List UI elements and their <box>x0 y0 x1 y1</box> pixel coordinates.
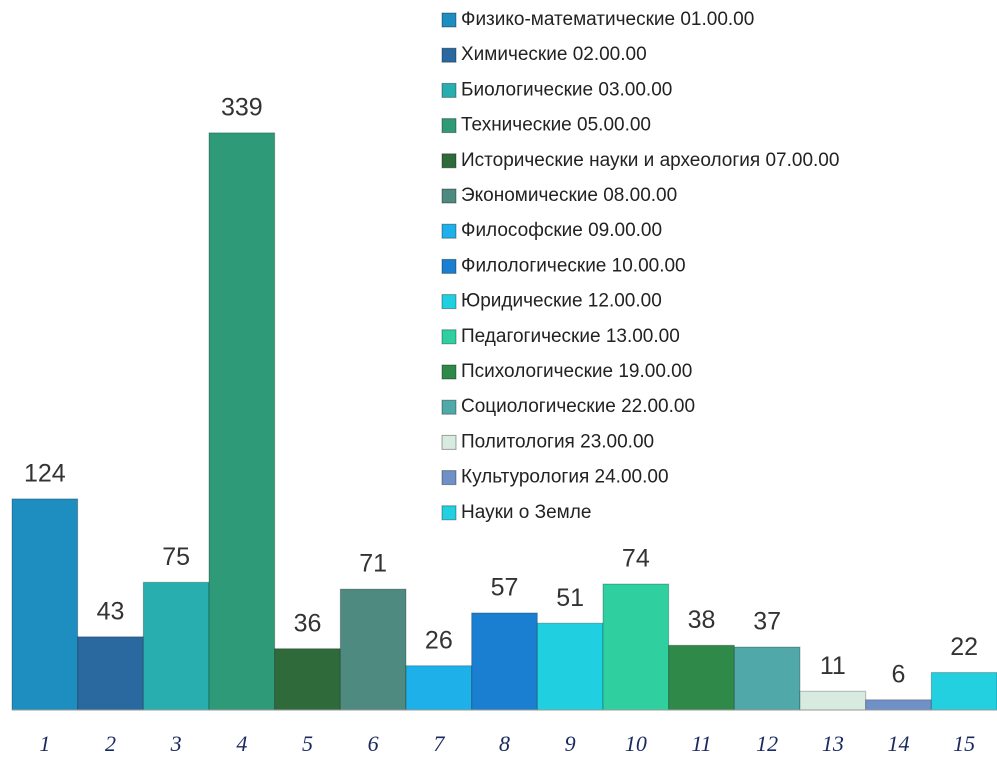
legend-label: Технические 05.00.00 <box>461 115 651 136</box>
value-label: 37 <box>753 608 781 636</box>
legend-swatch <box>441 364 457 380</box>
legend-label: Педагогические 13.00.00 <box>461 326 680 347</box>
value-label: 36 <box>294 609 322 637</box>
legend-swatch <box>441 47 457 63</box>
value-label: 339 <box>221 93 263 121</box>
x-tick-label: 7 <box>433 731 445 756</box>
legend-label: Биологические 03.00.00 <box>461 79 672 100</box>
x-tick-label: 14 <box>888 731 910 756</box>
x-tick-label: 11 <box>691 731 711 756</box>
x-tick-label: 9 <box>565 731 576 756</box>
x-tick-label: 10 <box>625 731 647 756</box>
legend-label: Экономические 08.00.00 <box>461 185 677 206</box>
value-label: 6 <box>892 660 906 688</box>
value-label: 124 <box>24 459 66 487</box>
legend-label: Юридические 12.00.00 <box>461 291 662 312</box>
legend-label: Исторические науки и археология 07.00.00 <box>461 150 839 171</box>
x-tick-label: 12 <box>756 731 778 756</box>
bar <box>602 583 670 711</box>
legend-swatch <box>441 12 457 28</box>
legend-swatch <box>441 153 457 169</box>
legend-swatch <box>441 223 457 239</box>
x-tick-label: 3 <box>170 731 182 756</box>
value-label: 51 <box>556 584 584 612</box>
value-label: 57 <box>491 574 519 602</box>
x-tick-label: 1 <box>39 731 50 756</box>
x-tick-label: 6 <box>368 731 379 756</box>
bar <box>865 699 932 711</box>
value-label: 75 <box>162 543 190 571</box>
value-label: 43 <box>97 597 125 625</box>
value-label: 71 <box>359 550 387 578</box>
legend-swatch <box>441 505 457 521</box>
bar <box>11 498 79 711</box>
legend-label: Филологические 10.00.00 <box>461 255 686 276</box>
bar <box>405 665 473 711</box>
legend-swatch <box>441 294 457 310</box>
legend-label: Психологические 19.00.00 <box>461 361 692 382</box>
value-label: 74 <box>622 545 650 573</box>
legend-label: Химические 02.00.00 <box>461 44 647 65</box>
legend-swatch <box>441 434 457 450</box>
bar <box>471 612 538 711</box>
bar <box>339 588 407 711</box>
legend-swatch <box>441 329 457 345</box>
legend-swatch <box>441 118 457 134</box>
bar <box>77 636 144 711</box>
value-label: 38 <box>688 606 716 634</box>
x-tick-label: 2 <box>105 731 116 756</box>
bar <box>799 690 867 711</box>
legend-swatch <box>441 82 457 98</box>
bar <box>142 581 210 711</box>
value-label: 11 <box>820 652 846 680</box>
bar <box>274 648 341 711</box>
x-tick-label: 15 <box>953 731 975 756</box>
x-tick-label: 5 <box>302 731 313 756</box>
legend-label: Социологические 22.00.00 <box>461 396 695 417</box>
legend-label: Политология 23.00.00 <box>461 431 654 452</box>
legend-swatch <box>441 470 457 486</box>
value-label: 22 <box>950 633 978 661</box>
bar <box>208 132 276 711</box>
legend-label: Науки о Земле <box>461 502 591 523</box>
legend-label: Философские 09.00.00 <box>461 220 662 241</box>
x-tick-label: 13 <box>822 731 844 756</box>
x-tick-label: 8 <box>499 731 510 756</box>
value-label: 26 <box>425 626 453 654</box>
legend-swatch <box>441 188 457 204</box>
x-tick-label: 4 <box>236 731 247 756</box>
bar <box>733 646 801 711</box>
legend-swatch <box>441 258 457 274</box>
legend-label: Культурология 24.00.00 <box>461 467 669 488</box>
legend-swatch <box>441 399 457 415</box>
bar <box>536 622 604 711</box>
legend-label: Физико-математические 01.00.00 <box>461 9 754 30</box>
bar <box>930 672 997 711</box>
bar <box>668 644 735 711</box>
